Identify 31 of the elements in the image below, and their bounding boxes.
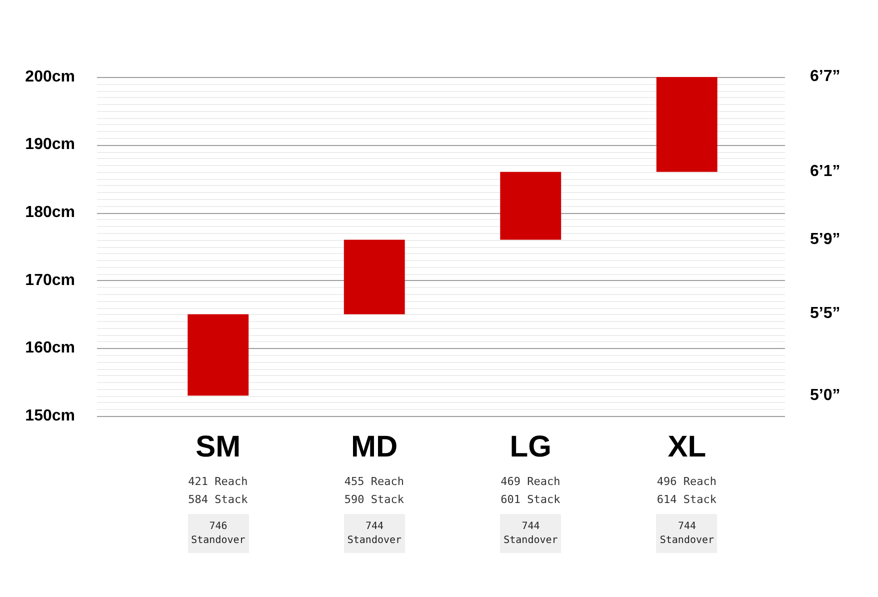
text: 746 Standover	[191, 520, 246, 548]
text: 455 Reach	[344, 475, 404, 489]
y-tick-label: 190cm	[25, 136, 75, 154]
text: 744 Standover	[504, 520, 558, 548]
bar	[188, 314, 249, 396]
x-tick-label: LG	[510, 430, 552, 464]
text: 614 Stack	[656, 493, 716, 507]
bar	[344, 240, 405, 314]
x-tick-label: XL	[668, 430, 706, 464]
text: 496 Reach	[656, 475, 716, 489]
bar	[656, 77, 718, 172]
text: 6’7”	[810, 68, 840, 86]
y-tick-label: 150cm	[25, 407, 75, 424]
x-tick-label: SM	[196, 430, 241, 464]
text: 6’1”	[810, 162, 840, 181]
y-tick-label: 180cm	[25, 204, 75, 222]
y-tick-label: 160cm	[25, 340, 75, 357]
y-tick-label: 200cm	[25, 68, 75, 86]
text: 5’0”	[810, 386, 840, 405]
y-tick-label: 170cm	[25, 272, 75, 289]
text: 601 Stack	[500, 493, 560, 507]
bar	[500, 172, 562, 240]
text: 744 Standover	[660, 520, 714, 548]
text: 5’5”	[810, 305, 840, 324]
x-tick-label: MD	[351, 430, 398, 464]
text: 744 Standover	[347, 520, 402, 548]
text: 421 Reach	[188, 475, 248, 489]
text: 584 Stack	[188, 493, 248, 507]
text: 5’9”	[810, 230, 840, 249]
text: 590 Stack	[344, 493, 404, 507]
text: 469 Reach	[500, 475, 560, 489]
